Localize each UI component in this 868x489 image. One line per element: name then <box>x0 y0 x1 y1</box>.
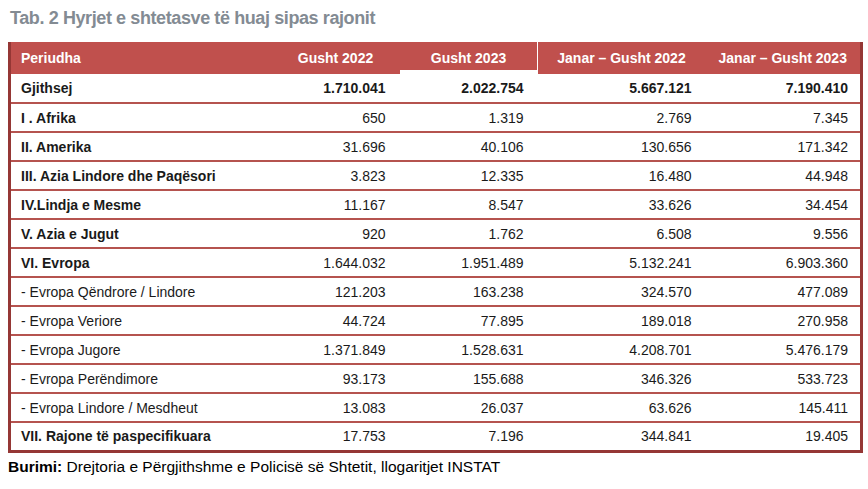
row-value: 1.371.849 <box>272 335 400 364</box>
column-header-janar-gusht-2023: Janar – Gusht 2023 <box>706 42 862 74</box>
row-label: V. Azia e Jugut <box>10 219 272 248</box>
row-value: 5.132.241 <box>538 248 706 277</box>
table-row: III. Azia Lindore dhe Paqësori3.82312.33… <box>10 161 862 190</box>
row-value: 4.208.701 <box>538 335 706 364</box>
table-row: - Evropa Veriore44.72477.895189.018270.9… <box>10 306 862 335</box>
row-value: 40.106 <box>400 132 538 161</box>
row-value: 920 <box>272 219 400 248</box>
row-value: 121.203 <box>272 277 400 306</box>
row-value: 26.037 <box>400 393 538 422</box>
column-header-gusht-2023: Gusht 2023 <box>400 42 538 74</box>
row-value: 1.644.032 <box>272 248 400 277</box>
column-header-janar-gusht-2022: Janar – Gusht 2022 <box>538 42 706 74</box>
row-value: 1.951.489 <box>400 248 538 277</box>
table-row: II. Amerika31.69640.106130.656171.342 <box>10 132 862 161</box>
page-title: Tab. 2 Hyrjet e shtetasve të huaj sipas … <box>10 8 868 29</box>
row-label: Gjithsej <box>10 74 272 103</box>
row-value: 1.762 <box>400 219 538 248</box>
row-value: 12.335 <box>400 161 538 190</box>
row-value: 344.841 <box>538 422 706 451</box>
row-value: 270.958 <box>706 306 862 335</box>
row-value: 63.626 <box>538 393 706 422</box>
row-value: 7.190.410 <box>706 74 862 103</box>
row-value: 189.018 <box>538 306 706 335</box>
row-value: 11.167 <box>272 190 400 219</box>
table-row: Gjithsej1.710.0412.022.7545.667.1217.190… <box>10 74 862 103</box>
row-label: I . Afrika <box>10 103 272 132</box>
row-value: 6.903.360 <box>706 248 862 277</box>
row-value: 16.480 <box>538 161 706 190</box>
row-value: 2.769 <box>538 103 706 132</box>
row-value: 7.345 <box>706 103 862 132</box>
row-value: 324.570 <box>538 277 706 306</box>
row-value: 44.724 <box>272 306 400 335</box>
source-note: Burimi: Drejtoria e Përgjithshme e Polic… <box>8 458 868 476</box>
row-value: 130.656 <box>538 132 706 161</box>
row-value: 19.405 <box>706 422 862 451</box>
row-label: III. Azia Lindore dhe Paqësori <box>10 161 272 190</box>
row-label: - Evropa Perëndimore <box>10 364 272 393</box>
table-row: VII. Rajone të paspecifikuara17.7537.196… <box>10 422 862 451</box>
row-label: VII. Rajone të paspecifikuara <box>10 422 272 451</box>
row-value: 9.556 <box>706 219 862 248</box>
row-value: 1.528.631 <box>400 335 538 364</box>
row-value: 6.508 <box>538 219 706 248</box>
row-value: 477.089 <box>706 277 862 306</box>
row-value: 7.196 <box>400 422 538 451</box>
source-label: Burimi: <box>8 458 62 475</box>
row-label: - Evropa Veriore <box>10 306 272 335</box>
row-label: - Evropa Lindore / Mesdheut <box>10 393 272 422</box>
row-value: 171.342 <box>706 132 862 161</box>
row-value: 5.667.121 <box>538 74 706 103</box>
row-label: VI. Evropa <box>10 248 272 277</box>
column-header-periudha: Periudha <box>10 42 272 74</box>
table-row: I . Afrika6501.3192.7697.345 <box>10 103 862 132</box>
row-value: 13.083 <box>272 393 400 422</box>
row-value: 346.326 <box>538 364 706 393</box>
row-value: 163.238 <box>400 277 538 306</box>
row-label: IV.Lindja e Mesme <box>10 190 272 219</box>
row-value: 2.022.754 <box>400 74 538 103</box>
table-row: - Evropa Jugore1.371.8491.528.6314.208.7… <box>10 335 862 364</box>
table-row: V. Azia e Jugut9201.7626.5089.556 <box>10 219 862 248</box>
row-value: 155.688 <box>400 364 538 393</box>
row-value: 1.319 <box>400 103 538 132</box>
table-body: Gjithsej1.710.0412.022.7545.667.1217.190… <box>10 74 862 451</box>
row-value: 3.823 <box>272 161 400 190</box>
table-header: Periudha Gusht 2022 Gusht 2023 Janar – G… <box>10 42 862 74</box>
row-value: 8.547 <box>400 190 538 219</box>
row-value: 145.411 <box>706 393 862 422</box>
table-row: - Evropa Qëndrore / Lindore121.203163.23… <box>10 277 862 306</box>
row-label: - Evropa Jugore <box>10 335 272 364</box>
foreign-entries-table: Periudha Gusht 2022 Gusht 2023 Janar – G… <box>8 42 863 453</box>
source-text: Drejtoria e Përgjithshme e Policisë së S… <box>62 458 500 475</box>
row-value: 33.626 <box>538 190 706 219</box>
row-value: 5.476.179 <box>706 335 862 364</box>
column-header-gusht-2022: Gusht 2022 <box>272 42 400 74</box>
row-value: 77.895 <box>400 306 538 335</box>
row-value: 34.454 <box>706 190 862 219</box>
row-value: 93.173 <box>272 364 400 393</box>
row-value: 44.948 <box>706 161 862 190</box>
row-value: 533.723 <box>706 364 862 393</box>
row-value: 1.710.041 <box>272 74 400 103</box>
row-value: 31.696 <box>272 132 400 161</box>
table-row: IV.Lindja e Mesme11.1678.54733.62634.454 <box>10 190 862 219</box>
table-row: - Evropa Lindore / Mesdheut13.08326.0376… <box>10 393 862 422</box>
header-row: Periudha Gusht 2022 Gusht 2023 Janar – G… <box>10 42 862 74</box>
table-row: - Evropa Perëndimore93.173155.688346.326… <box>10 364 862 393</box>
row-label: II. Amerika <box>10 132 272 161</box>
table-row: VI. Evropa1.644.0321.951.4895.132.2416.9… <box>10 248 862 277</box>
row-value: 17.753 <box>272 422 400 451</box>
row-label: - Evropa Qëndrore / Lindore <box>10 277 272 306</box>
row-value: 650 <box>272 103 400 132</box>
